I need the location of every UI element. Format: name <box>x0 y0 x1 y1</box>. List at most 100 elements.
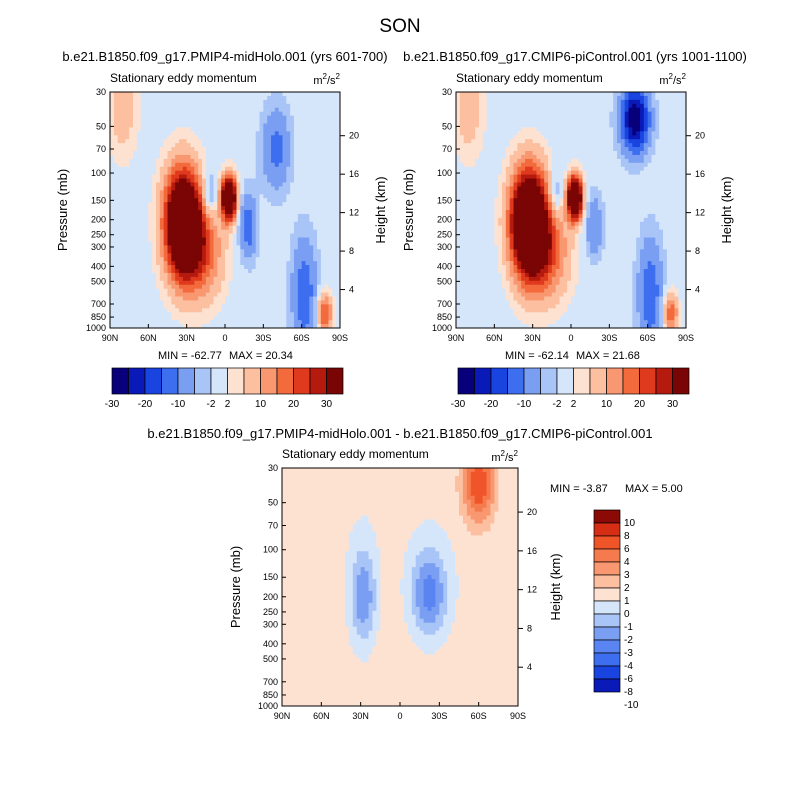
heatmap-cell <box>274 115 280 120</box>
heatmap-cell <box>248 217 253 223</box>
heatmap-cell <box>286 316 291 321</box>
heatmap-cell <box>586 115 591 120</box>
heatmap-cell <box>678 143 683 148</box>
heatmap-cell <box>244 127 249 132</box>
heatmap-cell <box>267 272 272 278</box>
heatmap-cell <box>586 158 591 164</box>
heatmap-cell <box>463 111 468 116</box>
heatmap-cell <box>655 166 660 172</box>
heatmap-cell <box>225 269 230 274</box>
heatmap-cell <box>494 143 499 148</box>
heatmap-cell <box>156 265 161 270</box>
heatmap-cell <box>267 95 272 101</box>
heatmap-cell <box>163 158 168 164</box>
heatmap-cell <box>232 316 237 321</box>
heatmap-cell <box>301 127 306 132</box>
heatmap-cell <box>152 217 157 223</box>
heatmap-cell <box>320 206 326 211</box>
heatmap-cell <box>186 233 191 238</box>
heatmap-cell <box>129 154 134 160</box>
heatmap-cell <box>232 202 237 207</box>
heatmap-cell <box>479 127 484 132</box>
heatmap-cell <box>282 284 287 290</box>
heatmap-cell <box>670 119 675 124</box>
heatmap-cell <box>148 261 153 266</box>
heatmap-cell <box>167 245 172 250</box>
heatmap-cell <box>456 99 461 105</box>
heatmap-cell <box>297 296 303 301</box>
heatmap-cell <box>140 92 145 97</box>
y-tick-label: 500 <box>91 276 106 286</box>
heatmap-cell <box>163 280 168 286</box>
heatmap-cell <box>129 221 134 227</box>
heatmap-cell <box>140 166 145 172</box>
heatmap-cell <box>548 143 553 148</box>
heatmap-cell <box>194 162 199 168</box>
heatmap-cell <box>152 261 157 266</box>
heatmap-cell <box>182 99 188 105</box>
heatmap-cell <box>628 174 633 179</box>
heatmap-cell <box>113 249 119 254</box>
heatmap-cell <box>125 261 130 266</box>
heatmap-cell <box>471 99 476 105</box>
heatmap-cell <box>297 194 303 199</box>
heatmap-cell <box>236 245 241 250</box>
heatmap-cell <box>274 182 280 187</box>
heatmap-cell <box>286 233 291 238</box>
heatmap-cell <box>182 115 188 120</box>
heatmap-cell <box>125 151 130 156</box>
heatmap-cell <box>578 92 583 97</box>
heatmap-cell <box>267 261 272 266</box>
heatmap-cell <box>305 135 310 140</box>
heatmap-cell <box>336 280 340 286</box>
heatmap-cell <box>240 324 245 328</box>
heatmap-cell <box>110 162 115 168</box>
y2-tick-label: 12 <box>349 208 359 218</box>
heatmap-cell <box>486 143 491 148</box>
heatmap-cell <box>152 166 157 172</box>
heatmap-cell <box>125 288 130 293</box>
heatmap-cell <box>156 221 161 227</box>
heatmap-cell <box>133 210 138 215</box>
heatmap-cell <box>209 151 214 156</box>
heatmap-cell <box>578 115 583 120</box>
heatmap-cell <box>459 158 465 164</box>
heatmap-cell <box>213 158 218 164</box>
heatmap-cell <box>670 127 675 132</box>
heatmap-cell <box>202 210 207 215</box>
heatmap-cell <box>144 241 149 246</box>
heatmap-cell <box>133 139 138 144</box>
heatmap-cell <box>198 261 203 266</box>
heatmap-cell <box>643 103 649 109</box>
heatmap-cell <box>175 166 180 172</box>
heatmap-cell <box>305 99 310 105</box>
heatmap-cell <box>301 143 306 148</box>
heatmap-cell <box>244 221 249 227</box>
heatmap-cell <box>217 296 222 301</box>
heatmap-cell <box>167 111 172 116</box>
heatmap-cell <box>317 182 322 187</box>
heatmap-cell <box>255 304 260 309</box>
heatmap-cell <box>336 111 340 116</box>
heatmap-cell <box>171 162 176 168</box>
heatmap-cell <box>251 320 257 325</box>
heatmap-cell <box>324 194 329 199</box>
heatmap-cell <box>305 284 310 290</box>
heatmap-cell <box>263 166 268 172</box>
heatmap-cell <box>221 151 226 156</box>
heatmap-cell <box>202 265 207 270</box>
heatmap-cell <box>540 95 545 101</box>
heatmap-cell <box>274 119 280 124</box>
heatmap-cell <box>574 154 580 160</box>
heatmap-cell <box>228 261 234 266</box>
heatmap-cell <box>336 198 340 203</box>
heatmap-cell <box>475 158 480 164</box>
heatmap-cell <box>609 111 614 116</box>
heatmap-cell <box>148 280 153 286</box>
heatmap-cell <box>328 217 333 223</box>
heatmap-cell <box>117 221 122 227</box>
heatmap-cell <box>682 107 686 113</box>
heatmap-cell <box>236 304 241 309</box>
heatmap-cell <box>179 170 184 175</box>
heatmap-cell <box>113 300 119 305</box>
